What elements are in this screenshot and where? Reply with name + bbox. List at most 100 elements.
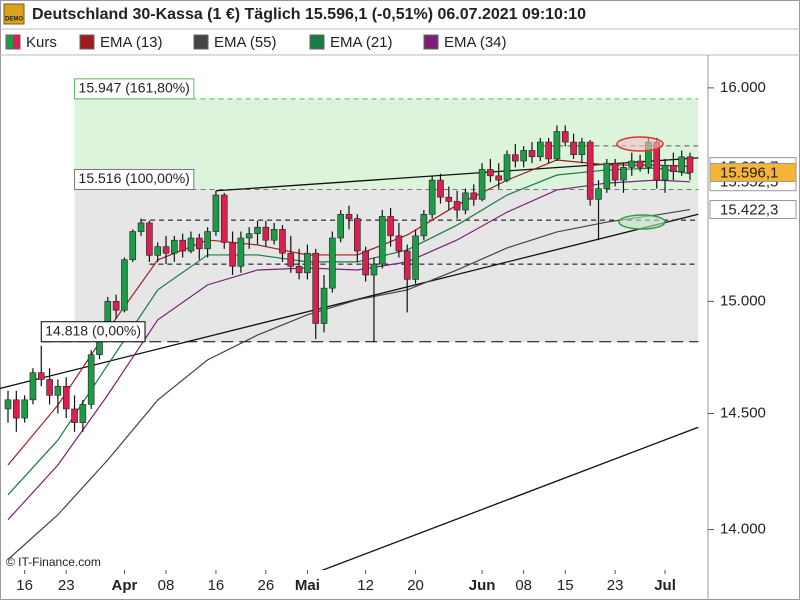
legend-label: Kurs <box>26 34 57 51</box>
candle-body <box>670 164 677 172</box>
candle-body <box>279 229 286 254</box>
candle-body <box>112 301 120 311</box>
candle-body <box>686 156 694 173</box>
candle-body <box>204 231 211 250</box>
candle-body <box>661 164 669 181</box>
price-label: 15.422,3 <box>720 201 778 218</box>
x-tick-label: 08 <box>158 577 175 594</box>
x-tick-label: Mai <box>295 577 320 594</box>
candle-body <box>262 226 270 241</box>
candle-body <box>4 399 12 410</box>
x-tick-label: Jul <box>654 577 676 594</box>
candle-body <box>453 201 461 211</box>
candle-body <box>478 169 486 200</box>
y-tick-label: 16.000 <box>720 79 766 96</box>
candle-body <box>462 192 469 211</box>
candle-body <box>320 287 328 324</box>
logo-text: DEMO <box>5 17 23 23</box>
candle-body <box>470 192 478 200</box>
candle-body <box>503 154 511 181</box>
legend-label: EMA (34) <box>444 34 507 51</box>
candle-body <box>21 399 28 419</box>
candle-body <box>395 235 403 252</box>
candle-body <box>312 252 320 324</box>
level-label: 15.947 (161,80%) <box>79 80 190 96</box>
x-tick-label: 23 <box>607 577 624 594</box>
x-tick-label: 23 <box>58 577 75 594</box>
candle-body <box>337 214 344 239</box>
candle-body <box>445 196 453 202</box>
candle-body <box>195 237 203 250</box>
candle-body <box>370 263 378 276</box>
x-tick-label: 20 <box>407 577 424 594</box>
candle-body <box>37 372 45 380</box>
candle-body <box>561 131 569 143</box>
candle-body <box>137 222 145 232</box>
candle-body <box>171 239 178 254</box>
trendline <box>321 426 699 570</box>
candle-body <box>154 246 162 256</box>
legend-swatch <box>13 35 20 49</box>
candle-body <box>611 162 619 181</box>
candle-body <box>129 231 137 261</box>
candle-body <box>212 194 220 232</box>
annotations <box>616 136 666 230</box>
candle-body <box>362 250 369 276</box>
candle-body <box>403 250 411 280</box>
candle-body <box>495 175 503 181</box>
level-label: 14.818 (0,00%) <box>45 322 141 338</box>
ema-line <box>7 208 691 560</box>
candle-body <box>245 233 253 239</box>
candle-body <box>237 237 245 267</box>
candle-body <box>270 229 278 241</box>
legend-label: EMA (55) <box>214 34 277 51</box>
y-tick-label: 14.500 <box>720 404 766 421</box>
candle-body <box>628 160 636 168</box>
candle-body <box>553 131 561 160</box>
level-label-box <box>74 78 195 100</box>
logo: DEMO <box>3 3 25 25</box>
candle-body <box>620 167 627 181</box>
candle-body <box>512 154 519 162</box>
level-label-box <box>74 168 195 190</box>
candle-body <box>595 188 602 200</box>
candle-body <box>378 216 386 265</box>
candle-body <box>437 179 444 198</box>
candle-body <box>146 222 153 256</box>
legend-swatch <box>193 34 209 50</box>
candle-body <box>528 150 536 158</box>
candle-body <box>220 194 228 243</box>
candle-body <box>162 246 170 254</box>
candle-body <box>603 162 611 189</box>
ellipse-marker <box>618 214 666 230</box>
x-tick-label: Jun <box>469 577 496 594</box>
price-label-box <box>709 200 797 220</box>
candle-body <box>678 156 685 172</box>
trendline <box>0 213 699 390</box>
candle-body <box>71 408 78 423</box>
overlay: 15.947 (161,80%) 15.516 (100,00%) 14.818 (… <box>5 34 797 594</box>
price-label: 15.596,1 <box>720 164 778 181</box>
legend-label: EMA (21) <box>330 34 393 51</box>
legend-swatch <box>309 34 325 50</box>
legend-label: EMA (13) <box>100 34 163 51</box>
candle-body <box>295 265 303 274</box>
candle-body <box>229 242 236 267</box>
candle-body <box>179 239 186 252</box>
candle-body <box>329 237 336 289</box>
x-tick-label: 26 <box>257 577 274 594</box>
x-tick-label: 15 <box>557 577 574 594</box>
candle-body <box>387 216 394 237</box>
candle-body <box>586 141 594 200</box>
y-tick-label: 14.000 <box>720 521 766 538</box>
candle-body <box>46 379 53 396</box>
candle-body <box>54 385 62 396</box>
candle-body <box>254 226 261 234</box>
legend-swatch <box>79 34 95 50</box>
candle-body <box>345 214 353 219</box>
candle-body <box>520 150 527 162</box>
chart-title: Deutschland 30-Kassa (1 €) Täglich 15.59… <box>32 6 586 23</box>
x-tick-label: 16 <box>208 577 225 594</box>
candle-body <box>412 235 419 280</box>
